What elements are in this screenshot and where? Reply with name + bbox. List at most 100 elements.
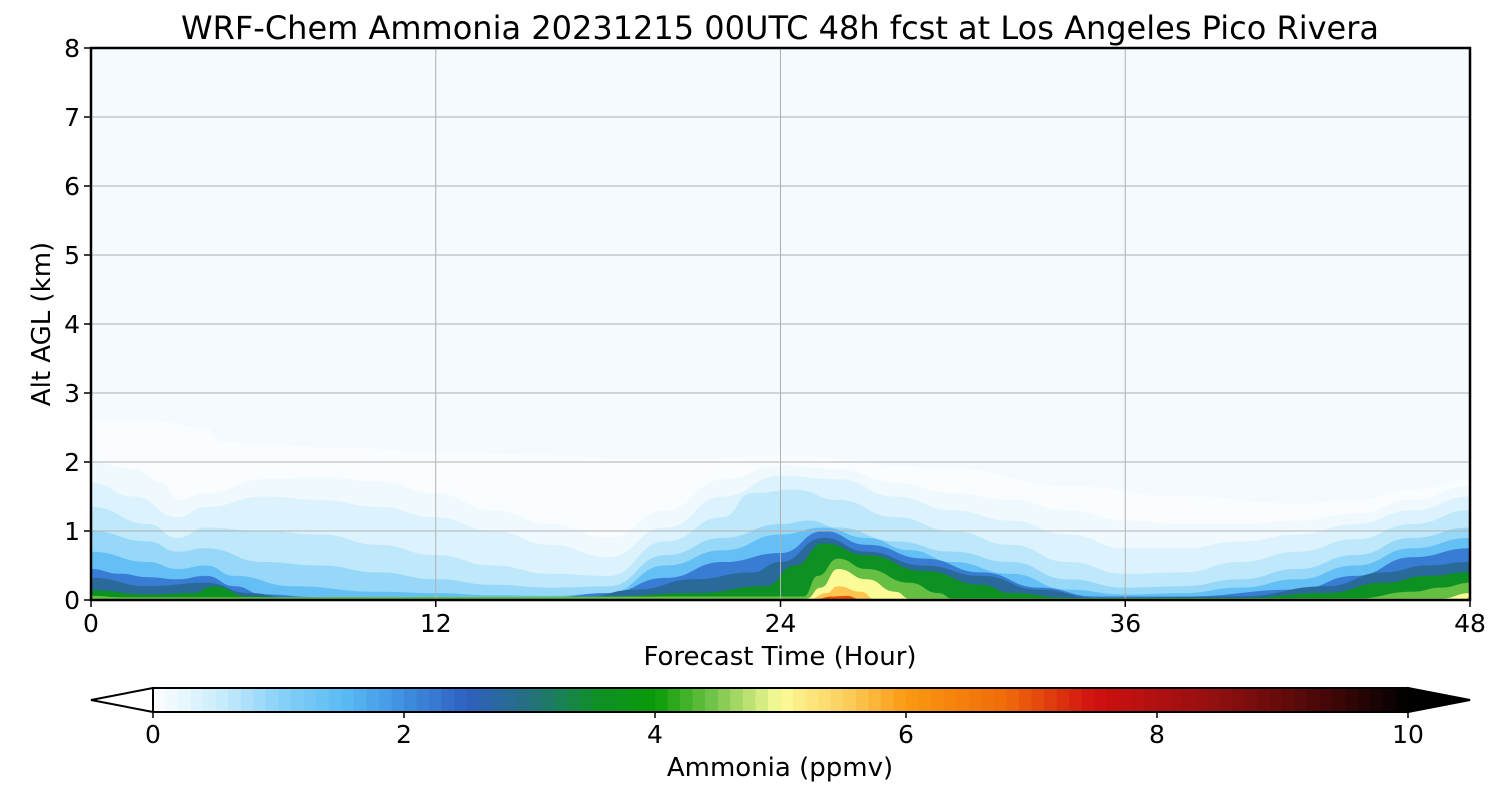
- colorbar-cell: [353, 688, 367, 712]
- colorbar-cell: [1320, 688, 1334, 712]
- colorbar-cell: [554, 688, 568, 712]
- x-axis: 0 12 24 36 48: [83, 600, 1486, 638]
- colorbar-cell: [1345, 688, 1359, 712]
- colorbar-cell: [1106, 688, 1120, 712]
- colorbar-cell: [1257, 688, 1271, 712]
- colorbar-cell: [1357, 688, 1371, 712]
- colorbar-cell: [893, 688, 907, 712]
- colorbar-cell: [1081, 688, 1095, 712]
- colorbar-cell: [1207, 688, 1221, 712]
- colorbar-cell: [366, 688, 380, 712]
- y-tick-label: 7: [64, 103, 80, 132]
- colorbar-label: Ammonia (ppmv): [667, 753, 893, 783]
- colorbar-cell: [1232, 688, 1246, 712]
- colorbar-cell: [981, 688, 995, 712]
- colorbar-cell: [617, 688, 631, 712]
- y-tick-label: 6: [64, 172, 80, 201]
- colorbar-cell: [567, 688, 581, 712]
- colorbar-cell: [1182, 688, 1196, 712]
- colorbar-cell: [265, 688, 280, 712]
- colorbar-cell: [793, 688, 807, 712]
- colorbar-cell: [491, 688, 505, 712]
- colorbar-cell: [240, 688, 254, 712]
- colorbar-cell: [1056, 688, 1070, 712]
- y-axis: 0 1 2 3 4 5 6 7 8: [64, 34, 91, 615]
- colorbar-cell: [1044, 688, 1058, 712]
- colorbar-cell: [956, 688, 970, 712]
- colorbar-cell: [1219, 688, 1233, 712]
- colorbar-cell: [291, 688, 305, 712]
- colorbar-tick-label: 10: [1392, 720, 1424, 749]
- colorbar-cell: [767, 688, 782, 712]
- colorbar-cell: [328, 688, 342, 712]
- colorbar-min-extension: [90, 686, 154, 714]
- colorbar-cell: [1395, 688, 1409, 712]
- colorbar-cell: [466, 688, 480, 712]
- colorbar-cell: [730, 688, 744, 712]
- colorbar-cell: [1131, 688, 1146, 712]
- colorbar-cell: [391, 688, 405, 712]
- colorbar-cell: [228, 688, 242, 712]
- colorbar-cell: [153, 688, 167, 712]
- colorbar-cell: [1119, 688, 1133, 712]
- colorbar-cell: [529, 688, 543, 712]
- colorbar-cell: [178, 688, 192, 712]
- colorbar-cell: [1018, 688, 1033, 712]
- y-tick-label: 1: [64, 517, 80, 546]
- colorbar-cell: [692, 688, 706, 712]
- x-axis-label: Forecast Time (Hour): [643, 642, 916, 672]
- colorbar-cell: [780, 688, 794, 712]
- y-tick-label: 5: [64, 241, 80, 270]
- colorbar-cell: [830, 688, 844, 712]
- colorbar-cell: [1307, 688, 1321, 712]
- y-tick-label: 0: [64, 586, 80, 615]
- colorbar-cell: [918, 688, 932, 712]
- colorbar-tick-label: 4: [647, 720, 663, 749]
- x-tick-label: 0: [83, 609, 99, 638]
- colorbar-cell: [943, 688, 957, 712]
- colorbar-cell: [680, 688, 694, 712]
- colorbar-cell: [1069, 688, 1083, 712]
- colorbar-tick-label: 0: [145, 720, 161, 749]
- colorbar-cell: [1144, 688, 1158, 712]
- colorbar-cell: [203, 688, 217, 712]
- colorbar-cell: [504, 688, 518, 712]
- colorbar-frame: [152, 687, 1409, 713]
- y-axis-label: Alt AGL (km): [27, 242, 57, 406]
- colorbar-cell: [165, 688, 179, 712]
- colorbar-cell: [404, 688, 418, 712]
- colorbar-cell: [993, 688, 1007, 712]
- colorbar-cell: [303, 688, 317, 712]
- colorbar-cell: [1370, 688, 1384, 712]
- colorbar-cell: [843, 688, 857, 712]
- colorbar-cell: [1169, 688, 1183, 712]
- colorbar-ticks: 0 2 4 6 8 10: [145, 712, 1424, 749]
- colorbar-cell: [516, 688, 531, 712]
- colorbar-cell: [1157, 688, 1171, 712]
- colorbar-tick-label: 6: [898, 720, 914, 749]
- colorbar-cell: [755, 688, 769, 712]
- colorbar-cell: [1094, 688, 1108, 712]
- colorbar-cell: [542, 688, 556, 712]
- y-tick-label: 8: [64, 34, 80, 63]
- colorbar-cell: [642, 688, 656, 712]
- colorbar-cell: [278, 688, 292, 712]
- x-tick-label: 12: [420, 609, 452, 638]
- concentration-layer-10: [806, 569, 1470, 600]
- colorbar-cell: [1269, 688, 1284, 712]
- colorbar-cell: [868, 688, 882, 712]
- colorbar-cell: [579, 688, 593, 712]
- colorbar-cell: [416, 688, 430, 712]
- colorbar-cell: [1244, 688, 1258, 712]
- colorbar-cell: [215, 688, 229, 712]
- colorbar-cell: [604, 688, 618, 712]
- colorbar-cell: [667, 688, 681, 712]
- colorbar-cell: [742, 688, 756, 712]
- colorbar-cell: [1194, 688, 1208, 712]
- colorbar-cell: [454, 688, 468, 712]
- colorbar-cell: [655, 688, 669, 712]
- colorbar-cell: [855, 688, 869, 712]
- colorbar-cell: [253, 688, 267, 712]
- x-tick-label: 48: [1454, 609, 1486, 638]
